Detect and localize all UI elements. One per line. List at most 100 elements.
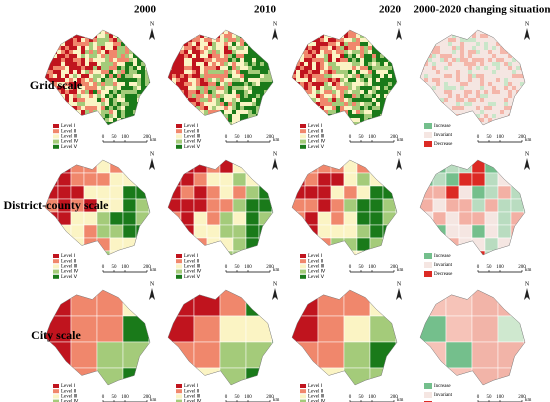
map-cell	[364, 86, 368, 90]
map-cell	[85, 106, 89, 110]
map-cell	[356, 114, 360, 118]
map-cell	[516, 98, 520, 102]
map-cell	[121, 74, 125, 78]
map-cell	[193, 172, 208, 187]
map-cell	[224, 114, 228, 118]
column-header: 2020	[379, 4, 402, 16]
map-cell	[300, 30, 304, 34]
map-cell	[53, 58, 57, 62]
map-cell	[129, 62, 133, 66]
map-cell	[424, 74, 428, 78]
map-cell	[141, 106, 145, 110]
map-cell	[420, 58, 424, 62]
map-cell	[271, 367, 273, 385]
map-cell	[292, 38, 296, 42]
map-cell	[524, 102, 525, 106]
map-cell	[180, 30, 184, 34]
map-cell	[336, 74, 340, 78]
map-cell	[516, 86, 520, 90]
map-cell	[141, 46, 145, 50]
legend-label: Level Ⅴ	[61, 274, 78, 280]
map-cell	[268, 34, 272, 38]
map-cell	[200, 118, 204, 122]
map-cell	[308, 90, 312, 94]
map-cell	[516, 102, 520, 106]
map-cell	[332, 66, 336, 70]
map-cell	[448, 62, 452, 66]
map-cell	[73, 38, 77, 42]
map-cell	[376, 70, 380, 74]
map	[420, 290, 525, 385]
map-cell	[232, 78, 236, 82]
map-cell	[484, 94, 488, 98]
map-cell	[376, 106, 380, 110]
map-cell	[356, 78, 360, 82]
map-cell	[328, 54, 332, 58]
map-cell	[436, 50, 440, 54]
map-cell	[508, 102, 512, 106]
map-cell	[468, 66, 472, 70]
map-cell	[245, 237, 260, 252]
map-cell	[149, 70, 150, 74]
map-cell	[188, 90, 192, 94]
map-cell	[268, 114, 272, 118]
map-cell	[316, 50, 320, 54]
map-cell	[452, 98, 456, 102]
map-cell	[89, 70, 93, 74]
map-cell	[336, 66, 340, 70]
map-cell	[256, 34, 260, 38]
map-cell	[512, 70, 516, 74]
map-cell	[81, 42, 85, 46]
map-cell	[145, 50, 149, 54]
map-cell	[508, 54, 512, 58]
map-cell	[497, 367, 525, 385]
map-cell	[460, 66, 464, 70]
legend-swatch	[176, 134, 182, 139]
map-cell	[312, 102, 316, 106]
map-cell	[364, 66, 368, 70]
map-cell	[176, 114, 180, 118]
map-cell	[523, 211, 525, 226]
map-cell	[380, 98, 384, 102]
map-cell	[432, 66, 436, 70]
map-cell	[141, 30, 145, 34]
map-cell	[384, 114, 388, 118]
map-cell	[504, 66, 508, 70]
map-cell	[424, 110, 428, 114]
map-cell	[176, 34, 180, 38]
map-cell	[292, 58, 296, 62]
map-cell	[204, 78, 208, 82]
map-cell	[168, 78, 172, 82]
map-cell	[332, 90, 336, 94]
legend-swatch	[300, 124, 306, 128]
map-cell	[328, 38, 332, 42]
map-cell	[523, 237, 525, 252]
map-cell	[193, 315, 221, 343]
map-cell	[448, 42, 452, 46]
map-cell	[464, 78, 468, 82]
map-cell	[428, 106, 432, 110]
legend-label: Level Ⅴ	[184, 274, 201, 280]
map-cell	[504, 114, 508, 118]
map-cell	[204, 38, 208, 42]
map-cell	[204, 118, 208, 122]
map-cell	[149, 110, 150, 114]
map-cell	[168, 315, 195, 343]
map-cell	[380, 114, 384, 118]
map-cell	[196, 46, 200, 50]
map-cell	[188, 78, 192, 82]
map-cell	[512, 118, 516, 122]
map-cell	[224, 42, 228, 46]
map-cell	[456, 54, 460, 58]
map-cell	[268, 98, 272, 102]
map-cell	[109, 118, 113, 122]
map-cell	[232, 90, 236, 94]
map-cell	[45, 122, 49, 125]
map-cell	[53, 82, 57, 86]
map-cell	[388, 62, 392, 66]
map-cell	[236, 42, 240, 46]
map-cell	[484, 38, 488, 42]
map-cell	[244, 106, 248, 110]
map-cell	[117, 110, 121, 114]
map-cell	[224, 110, 228, 114]
